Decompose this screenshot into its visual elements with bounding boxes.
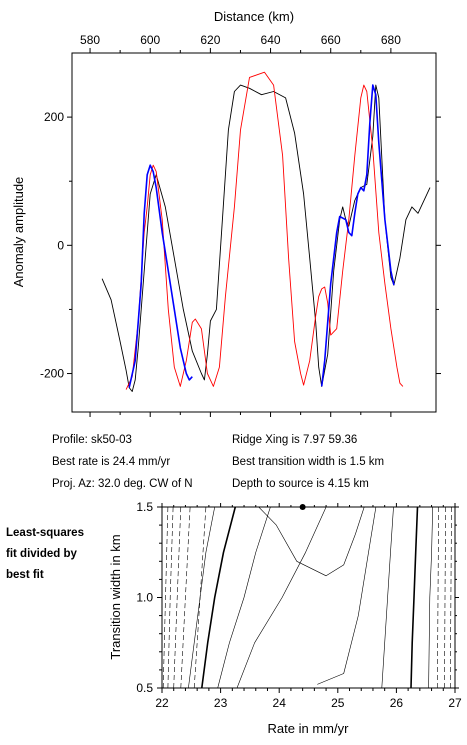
contour-line <box>444 506 446 689</box>
contour-caption-line: best fit <box>6 569 44 581</box>
contour-line <box>258 506 365 577</box>
ridge-crossing-text: Ridge Xing is 7.97 59.36 <box>232 434 358 446</box>
contour-plot-xlabel: Rate in mm/yr <box>268 721 350 736</box>
anomaly-plot-frame <box>71 52 437 413</box>
y-tick-label: 0 <box>57 238 64 252</box>
best-transition-width-text: Best transition width is 1.5 km <box>232 456 385 468</box>
x-tick-label: 26 <box>390 696 404 710</box>
anomaly-plot-series <box>101 71 431 392</box>
contour-line <box>180 506 191 689</box>
contour-plot-ylabel: Transition width in km <box>108 534 123 659</box>
contour-line <box>193 506 207 689</box>
contour-line <box>317 506 377 685</box>
projection-azimuth-text: Proj. Az: 32.0 deg. CW of N <box>52 478 193 490</box>
misfit-contour-plot: Rate in mm/yr Transition width in km 22 2… <box>108 500 462 736</box>
contour-line <box>236 506 327 689</box>
fit-anomaly-line <box>128 164 193 388</box>
contour-line <box>449 506 452 689</box>
contour-caption: Least-squares fit divided by best fit <box>6 523 116 586</box>
fit-anomaly-line <box>320 84 395 387</box>
contour-line <box>428 506 433 689</box>
contour-line <box>381 506 394 689</box>
depth-to-source-text: Depth to source is 4.15 km <box>232 478 369 490</box>
anomaly-plot: Distance (km) Anomaly amplitude 580 600 62… <box>11 9 441 417</box>
best-rate-text: Best rate is 24.4 mm/yr <box>52 456 171 468</box>
x-tick-label: 24 <box>273 696 287 710</box>
x-tick-label: 22 <box>155 696 169 710</box>
contour-line <box>437 506 439 689</box>
contour-line <box>217 506 271 689</box>
contour-line <box>410 506 419 689</box>
contour-plot-ticks: 22 23 24 25 26 27 0.5 1.0 1.5 <box>136 500 462 710</box>
best-fit-marker <box>299 504 306 510</box>
y-tick-label: 200 <box>44 110 64 124</box>
contour-caption-line: Least-squares <box>6 527 84 539</box>
model-anomaly-line <box>125 71 404 390</box>
x-tick-label: 620 <box>200 33 220 47</box>
x-tick-label: 27 <box>448 696 462 710</box>
contour-lines <box>162 504 452 689</box>
x-tick-label: 660 <box>321 33 341 47</box>
anomaly-plot-xlabel: Distance (km) <box>214 9 294 24</box>
contour-line <box>167 506 174 689</box>
y-tick-label: 1.5 <box>136 500 153 514</box>
x-tick-label: 680 <box>381 33 401 47</box>
y-tick-label: 0.5 <box>136 681 153 695</box>
y-tick-label: -200 <box>40 367 64 381</box>
contour-line <box>173 506 182 689</box>
profile-text: Profile: sk50-03 <box>52 434 132 446</box>
anomaly-plot-ylabel: Anomaly amplitude <box>11 177 26 288</box>
x-tick-label: 600 <box>140 33 160 47</box>
contour-line <box>162 506 169 689</box>
contour-line <box>188 506 215 689</box>
y-tick-label: 1.0 <box>136 591 153 605</box>
contour-line <box>201 506 237 689</box>
x-tick-label: 640 <box>261 33 281 47</box>
x-tick-label: 23 <box>214 696 228 710</box>
x-tick-label: 25 <box>331 696 345 710</box>
x-tick-label: 580 <box>80 33 100 47</box>
contour-caption-line: fit divided by <box>6 548 77 560</box>
observed-anomaly-line <box>101 84 431 392</box>
anomaly-plot-ticks: 580 600 620 640 660 680 -200 0 200 <box>40 33 441 417</box>
